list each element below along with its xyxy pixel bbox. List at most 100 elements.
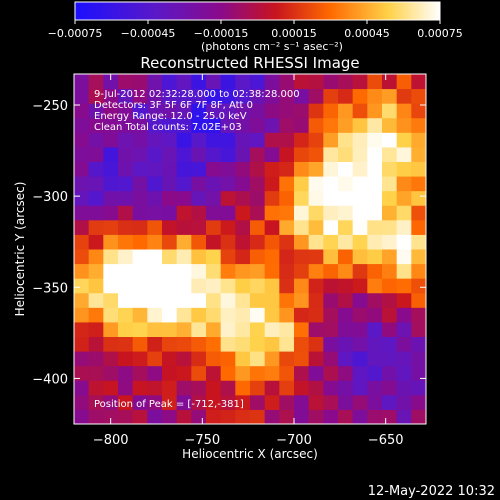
heatmap-cell [220, 146, 236, 162]
heatmap-cell [323, 190, 339, 206]
heatmap-cell [132, 307, 148, 323]
heatmap-cell [323, 380, 339, 396]
heatmap-cell [308, 190, 324, 206]
heatmap-cell [88, 161, 104, 177]
heatmap-cell [220, 74, 236, 90]
heatmap-cell [235, 336, 251, 352]
heatmap-cell [367, 190, 383, 206]
heatmap-cell [162, 321, 178, 337]
heatmap-cell [147, 321, 163, 337]
heatmap-cell [147, 74, 163, 90]
heatmap-cell [279, 380, 295, 396]
heatmap-cell [220, 409, 236, 424]
heatmap-cell [191, 321, 207, 337]
heatmap-cell [206, 205, 222, 221]
heatmap-cell [396, 380, 412, 396]
heatmap-cell [176, 176, 192, 192]
heatmap-cell [162, 103, 178, 119]
heatmap-cell [382, 234, 398, 250]
heatmap-cell [206, 190, 222, 206]
heatmap-cell [411, 278, 426, 294]
heatmap-cell [147, 249, 163, 265]
heatmap-cell [382, 132, 398, 148]
heatmap-cell [411, 190, 426, 206]
heatmap-cell [308, 103, 324, 119]
heatmap-cell [176, 321, 192, 337]
heatmap-cell [367, 278, 383, 294]
heatmap-cell [118, 263, 134, 279]
heatmap-cell [162, 234, 178, 250]
heatmap-cell [220, 249, 236, 265]
heatmap-cell [279, 336, 295, 352]
heatmap-cell [294, 146, 310, 162]
heatmap-cell [206, 263, 222, 279]
heatmap-cell [264, 132, 280, 148]
heatmap-cell [308, 146, 324, 162]
heatmap-cell [132, 365, 148, 381]
heatmap-cell [308, 351, 324, 367]
heatmap-cell [191, 380, 207, 396]
heatmap-cell [396, 146, 412, 162]
heatmap-cell [191, 219, 207, 235]
heatmap-cell [74, 336, 90, 352]
heatmap-cell [294, 117, 310, 133]
heatmap-cell [338, 351, 354, 367]
heatmap-cell [367, 380, 383, 396]
heatmap-cell [191, 190, 207, 206]
heatmap-cell [206, 234, 222, 250]
heatmap-cell [206, 336, 222, 352]
annotation-clean: Clean Total counts: 7.02E+03 [94, 122, 242, 133]
heatmap-cell [74, 263, 90, 279]
heatmap-cell [367, 351, 383, 367]
heatmap-cell [250, 190, 266, 206]
heatmap-cell [132, 132, 148, 148]
heatmap-cell [220, 307, 236, 323]
heatmap-cell [132, 263, 148, 279]
heatmap-cell [250, 321, 266, 337]
heatmap-cell [279, 103, 295, 119]
heatmap-cell [235, 117, 251, 133]
heatmap-cell [220, 117, 236, 133]
heatmap-cell [264, 278, 280, 294]
heatmap-cell [176, 219, 192, 235]
heatmap-cell [382, 205, 398, 221]
heatmap-cell [162, 292, 178, 308]
heatmap-cell [382, 263, 398, 279]
heatmap-cell [367, 307, 383, 323]
heatmap-cell [396, 278, 412, 294]
heatmap-cell [88, 88, 104, 104]
heatmap-cell [382, 278, 398, 294]
heatmap-cell [323, 336, 339, 352]
heatmap-cell [294, 132, 310, 148]
heatmap-cell [176, 161, 192, 177]
heatmap-cell [118, 321, 134, 337]
heatmap-cell [235, 103, 251, 119]
heatmap-cell [162, 176, 178, 192]
x-tick-label: −800 [93, 433, 129, 448]
heatmap-cell [206, 132, 222, 148]
heatmap-cell [279, 292, 295, 308]
heatmap-cell [338, 219, 354, 235]
heatmap-cell [411, 103, 426, 119]
heatmap-cell [411, 234, 426, 250]
heatmap-cell [74, 321, 90, 337]
heatmap-cell [338, 132, 354, 148]
heatmap-cell [264, 394, 280, 410]
heatmap-cell [294, 307, 310, 323]
heatmap-cell [367, 234, 383, 250]
heatmap-cell [294, 409, 310, 424]
heatmap-cell [132, 394, 148, 410]
heatmap-cell [118, 409, 134, 424]
heatmap-cell [294, 278, 310, 294]
heatmap-cell [88, 365, 104, 381]
heatmap-cell [396, 292, 412, 308]
heatmap-cell [294, 74, 310, 90]
heatmap-cell [103, 380, 119, 396]
colorbar-tick-label: −0.00015 [194, 27, 249, 40]
heatmap-cell [206, 351, 222, 367]
heatmap-cell [367, 219, 383, 235]
heatmap-cell [338, 190, 354, 206]
heatmap-cell [367, 249, 383, 265]
heatmap-cell [220, 321, 236, 337]
heatmap-cell [396, 263, 412, 279]
